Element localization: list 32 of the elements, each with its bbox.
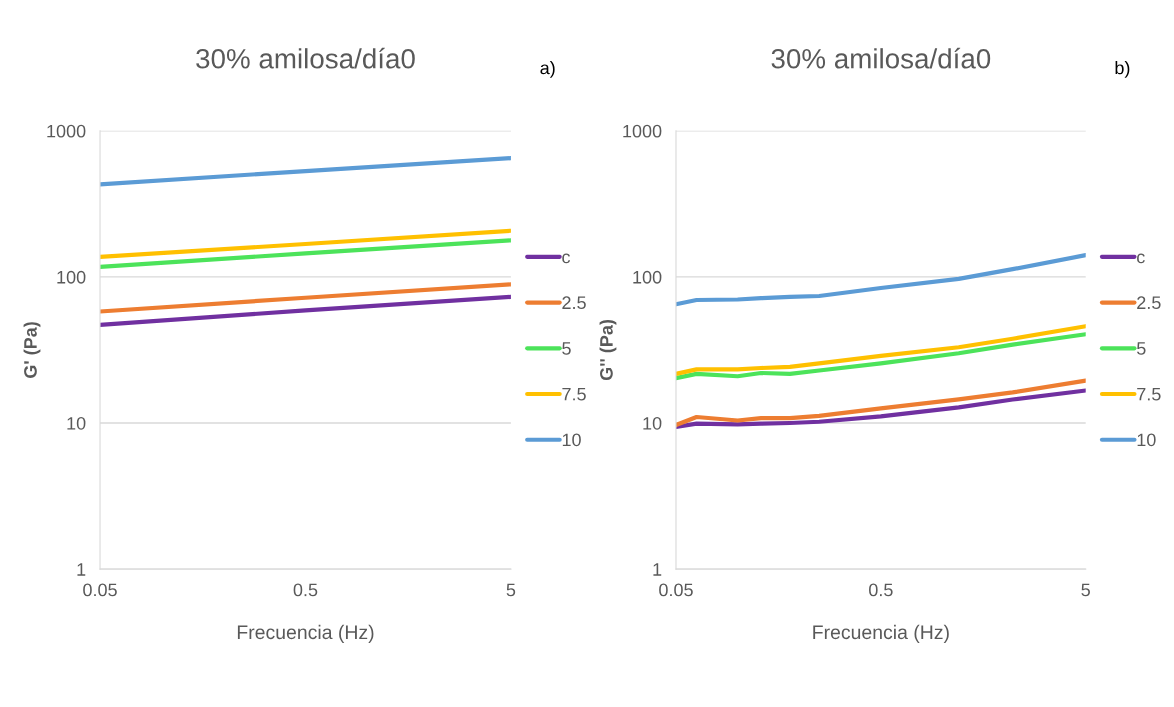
y-tick-label: 1000 — [47, 124, 86, 138]
y-tick-label: 1 — [77, 563, 86, 576]
legend-label: 5 — [562, 342, 571, 355]
x-axis-title: Frecuencia (Hz) — [237, 624, 374, 643]
y-tick-label: 1000 — [623, 124, 662, 138]
y-tick-label: 100 — [633, 270, 662, 284]
y-axis-title: G' (Pa) — [23, 322, 41, 378]
x-axis-title: Frecuencia (Hz) — [813, 624, 949, 643]
y-axis-title: G'' (Pa) — [599, 319, 617, 381]
y-tick-label: 10 — [67, 416, 86, 430]
y-tick-label: 100 — [57, 270, 86, 284]
x-tick-label: 0.05 — [83, 583, 117, 597]
legend-label: 2.5 — [1137, 296, 1161, 310]
chart-title: 30% amilosa/día0 — [771, 47, 991, 69]
legend-label: 7.5 — [1137, 387, 1161, 401]
x-tick-label: 5 — [1081, 583, 1090, 597]
chart-title: 30% amilosa/día0 — [196, 47, 415, 69]
y-tick-label: 1 — [653, 563, 662, 576]
x-tick-label: 0.5 — [293, 583, 318, 597]
x-tick-label: 5 — [506, 583, 516, 597]
x-tick-label: 0.5 — [869, 583, 893, 597]
legend-label: 10 — [1137, 433, 1156, 447]
text: a) — [540, 61, 555, 78]
legend-label: c — [1137, 253, 1145, 264]
legend-label: 5 — [1136, 342, 1146, 355]
legend-label: 10 — [562, 433, 581, 447]
legend-label: c — [562, 253, 571, 264]
legend-label: 7.5 — [562, 387, 586, 401]
text: b) — [1115, 61, 1130, 78]
x-tick-label: 0.05 — [659, 583, 693, 597]
y-tick-label: 10 — [643, 416, 662, 430]
legend-label: 2.5 — [562, 296, 586, 310]
